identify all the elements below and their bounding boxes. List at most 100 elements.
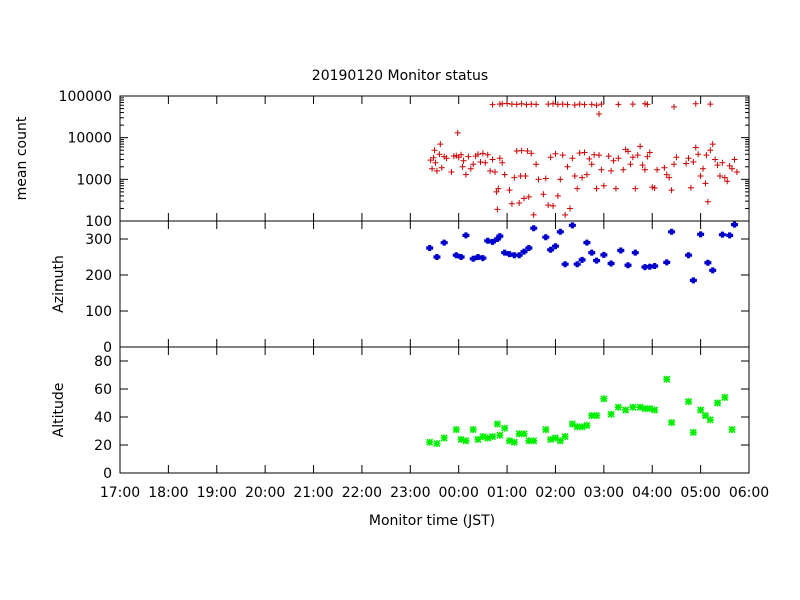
data-point (578, 256, 586, 263)
x-tick-label: 17:00 (100, 485, 140, 501)
y-tick-label: 20 (94, 438, 112, 454)
y-tick-label: 100 (85, 304, 112, 320)
x-axis-label: Monitor time (JST) (369, 513, 495, 529)
data-point (666, 174, 673, 181)
data-point (714, 162, 721, 169)
data-point (448, 168, 455, 175)
data-point (564, 163, 571, 170)
data-point (479, 433, 487, 441)
data-point (525, 193, 532, 200)
data-point (433, 254, 441, 260)
y-tick-label: 300 (85, 232, 112, 248)
data-point (651, 406, 659, 414)
data-point (668, 187, 675, 194)
data-point (475, 151, 482, 158)
data-point (729, 165, 736, 172)
data-point (561, 261, 569, 268)
data-point (550, 202, 557, 209)
data-point (429, 165, 436, 172)
data-point (556, 228, 564, 235)
data-point (629, 154, 636, 161)
data-point (593, 257, 601, 264)
data-point (629, 101, 636, 108)
data-point (709, 267, 717, 274)
data-point (452, 426, 460, 434)
data-point (728, 426, 736, 434)
data-point (697, 406, 705, 414)
data-point (494, 206, 501, 213)
data-point (528, 150, 535, 157)
data-point (598, 101, 605, 108)
data-point (496, 431, 504, 439)
data-point (712, 156, 719, 163)
x-tick-label: 00:00 (439, 485, 479, 501)
data-point (588, 249, 596, 256)
x-tick-label: 03:00 (584, 485, 624, 501)
x-tick-label: 22:00 (342, 485, 382, 501)
data-point (479, 150, 486, 157)
data-point (692, 100, 699, 107)
data-point (701, 412, 710, 420)
data-point (518, 147, 525, 154)
data-point (479, 255, 487, 262)
data-point (730, 221, 738, 228)
data-point (459, 163, 466, 170)
data-point (487, 167, 494, 174)
data-point (542, 426, 550, 434)
data-point (443, 155, 450, 162)
data-point (518, 100, 525, 107)
data-point (515, 252, 523, 259)
data-point (496, 155, 503, 162)
data-point (520, 248, 528, 255)
data-point (610, 157, 617, 164)
data-point (465, 153, 472, 160)
data-point (516, 200, 523, 207)
panel-azimuth: 0 100 200 300 Azimuth (51, 220, 750, 356)
data-point (522, 173, 529, 180)
data-point (547, 154, 554, 161)
data-point (707, 147, 714, 154)
data-point (520, 430, 528, 438)
data-point (524, 147, 531, 154)
data-point (488, 433, 497, 441)
data-point (689, 277, 697, 284)
data-point (571, 173, 578, 180)
data-point (707, 101, 714, 108)
data-point (533, 161, 540, 168)
y-tick-label: 100000 (59, 89, 112, 105)
x-tick-label: 05:00 (680, 485, 720, 501)
data-point (581, 149, 588, 156)
data-point (704, 259, 712, 266)
data-point (511, 174, 518, 181)
data-point (627, 161, 634, 168)
data-point (637, 143, 644, 150)
data-point (562, 211, 569, 218)
data-point (530, 225, 538, 232)
data-point (718, 231, 726, 238)
data-point (596, 152, 603, 159)
y-axis-label: Azimuth (51, 255, 67, 313)
data-point (644, 153, 651, 160)
data-point (573, 423, 581, 431)
data-point (702, 180, 709, 187)
y-tick-label: 10000 (67, 131, 112, 147)
panel-frame (119, 220, 750, 348)
y-tick-label: 60 (94, 382, 112, 398)
data-point (551, 434, 560, 442)
data-point (467, 165, 474, 172)
data-point (495, 185, 502, 192)
data-point (458, 151, 465, 158)
x-tick-label: 18:00 (148, 485, 188, 501)
data-point (634, 152, 641, 159)
data-point (506, 187, 513, 194)
data-point (663, 259, 671, 266)
data-point (530, 437, 538, 445)
data-point (673, 154, 680, 161)
data-point (556, 437, 564, 445)
data-point (551, 243, 559, 250)
data-point (668, 419, 676, 427)
data-point (684, 398, 693, 406)
data-point (622, 406, 630, 414)
data-point (469, 255, 477, 262)
data-point (608, 167, 615, 174)
